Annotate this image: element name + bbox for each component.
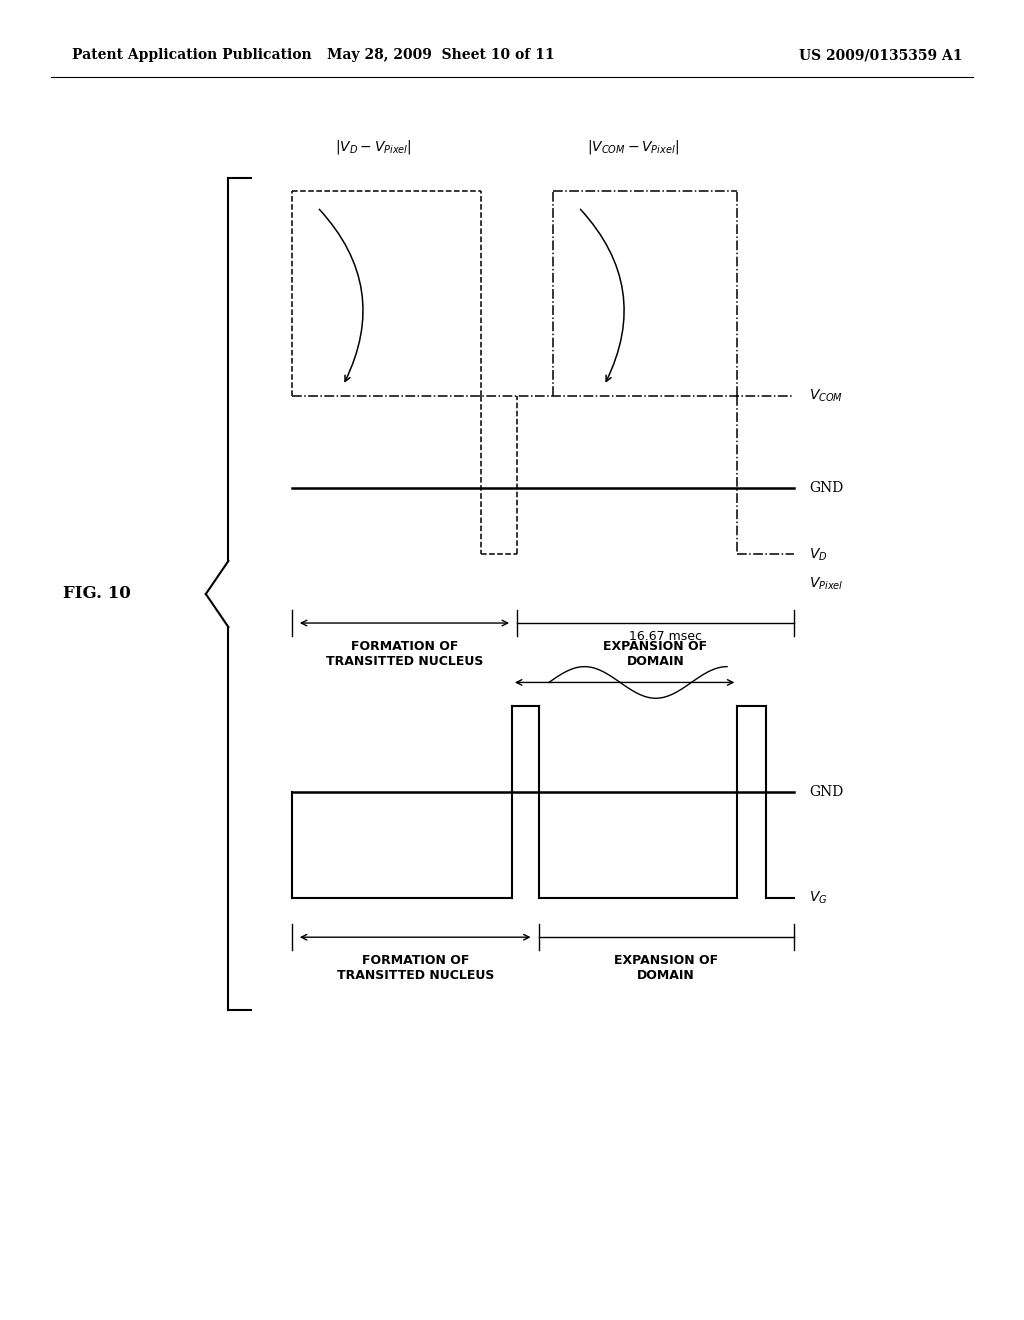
Text: $V_G$: $V_G$: [809, 890, 827, 906]
Text: $V_D$: $V_D$: [809, 546, 827, 562]
Text: EXPANSION OF
DOMAIN: EXPANSION OF DOMAIN: [614, 954, 718, 982]
Text: 16.67 msec: 16.67 msec: [629, 630, 702, 643]
Text: FORMATION OF
TRANSITTED NUCLEUS: FORMATION OF TRANSITTED NUCLEUS: [337, 954, 494, 982]
Text: FIG. 10: FIG. 10: [63, 586, 131, 602]
Text: $|V_D-V_{Pixel}|$: $|V_D-V_{Pixel}|$: [335, 137, 413, 156]
Text: $V_{Pixel}$: $V_{Pixel}$: [809, 576, 844, 591]
Text: $|V_{COM}-V_{Pixel}|$: $|V_{COM}-V_{Pixel}|$: [587, 137, 679, 156]
Text: FORMATION OF
TRANSITTED NUCLEUS: FORMATION OF TRANSITTED NUCLEUS: [326, 640, 483, 668]
Text: GND: GND: [809, 785, 843, 799]
Text: Patent Application Publication: Patent Application Publication: [72, 49, 311, 62]
Text: $V_{COM}$: $V_{COM}$: [809, 388, 843, 404]
Text: May 28, 2009  Sheet 10 of 11: May 28, 2009 Sheet 10 of 11: [327, 49, 554, 62]
Text: GND: GND: [809, 482, 843, 495]
Text: US 2009/0135359 A1: US 2009/0135359 A1: [799, 49, 963, 62]
Text: EXPANSION OF
DOMAIN: EXPANSION OF DOMAIN: [603, 640, 708, 668]
